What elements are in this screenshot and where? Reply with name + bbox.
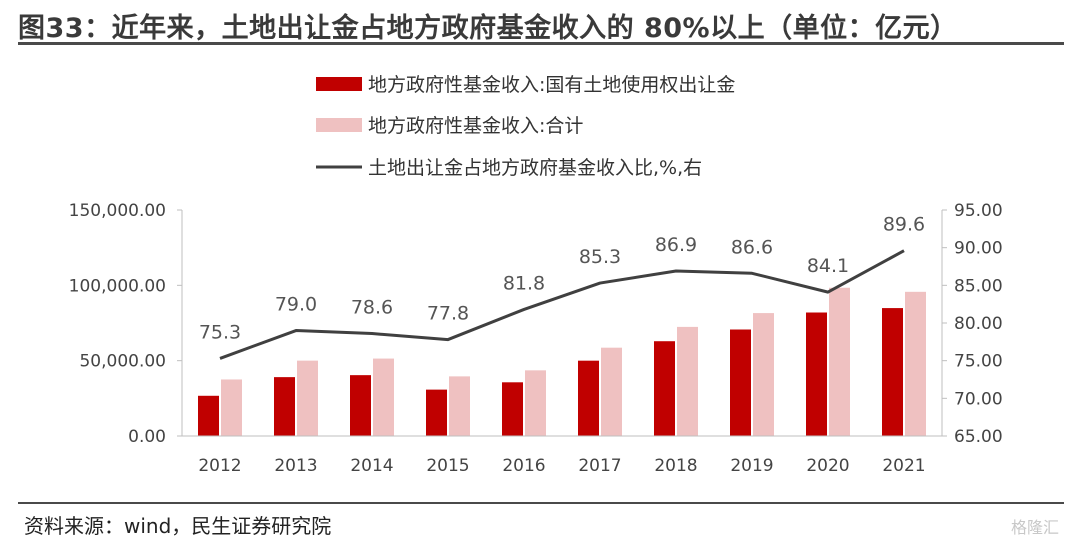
bar-land	[198, 395, 219, 436]
right-tick-label: 95.00	[954, 201, 1003, 221]
right-tick-label: 75.00	[954, 352, 1003, 372]
x-tick-label: 2021	[882, 456, 925, 476]
bar-total	[373, 358, 394, 436]
bar-land	[274, 377, 295, 436]
x-tick-label: 2012	[198, 456, 241, 476]
bar-land	[426, 389, 447, 436]
legend-swatch-total	[316, 118, 362, 132]
bar-total	[297, 360, 318, 436]
ratio-data-label: 75.3	[199, 321, 241, 343]
title-rule	[18, 42, 1064, 45]
x-tick-label: 2018	[654, 456, 697, 476]
bar-land	[578, 360, 599, 436]
bar-total	[525, 370, 546, 436]
left-tick-label: 50,000.00	[79, 352, 166, 372]
ratio-data-label: 86.6	[731, 236, 773, 258]
x-tick-label: 2017	[578, 456, 621, 476]
ratio-data-label: 84.1	[807, 255, 849, 277]
left-tick-label: 150,000.00	[69, 201, 166, 221]
ratio-data-label: 85.3	[579, 246, 621, 268]
source-note: 资料来源：wind，民生证券研究院	[24, 514, 332, 538]
bar-total	[829, 287, 850, 436]
right-tick-label: 65.00	[954, 427, 1003, 447]
watermark-logo: 格隆汇	[1010, 518, 1059, 537]
right-tick-label: 90.00	[954, 239, 1003, 259]
chart-title: 图33：近年来，土地出让金占地方政府基金收入的 80%以上（单位：亿元）	[18, 13, 958, 44]
ratio-data-label: 86.9	[655, 234, 697, 256]
left-tick-label: 100,000.00	[69, 276, 166, 296]
bar-total	[905, 291, 926, 436]
x-tick-label: 2020	[806, 456, 849, 476]
x-tick-label: 2014	[350, 456, 393, 476]
x-tick-label: 2015	[426, 456, 469, 476]
ratio-data-label: 78.6	[351, 297, 393, 319]
right-tick-label: 70.00	[954, 389, 1003, 409]
bar-land	[806, 312, 827, 436]
ratio-data-label: 81.8	[503, 272, 545, 294]
ratio-line	[219, 249, 905, 360]
x-tick-label: 2019	[730, 456, 773, 476]
bar-total	[221, 379, 242, 436]
ratio-line-group: 75.3 79.0 78.6 77.8 81.8 85.3 86.9 86.6 84.1 89.6	[199, 214, 925, 360]
bar-total	[753, 313, 774, 436]
ratio-data-label: 77.8	[427, 303, 469, 325]
bar-total	[601, 347, 622, 436]
legend-label-land: 地方政府性基金收入:国有土地使用权出让金	[368, 74, 735, 96]
ratio-data-label: 89.6	[883, 214, 925, 236]
ratio-data-label: 79.0	[275, 294, 317, 316]
right-tick-label: 80.00	[954, 314, 1003, 334]
legend: 地方政府性基金收入:国有土地使用权出让金地方政府性基金收入:合计土地出让金占地方…	[316, 74, 735, 179]
bar-land	[350, 375, 371, 436]
x-axis: 2012 2013 2014 2015 2016 2017 2018 2019 2020 2021	[182, 435, 942, 476]
right-tick-label: 85.00	[954, 276, 1003, 296]
bar-group	[198, 287, 926, 436]
bar-land	[654, 341, 675, 436]
bar-land	[502, 382, 523, 436]
bar-total	[677, 326, 698, 436]
left-axis: 0.00 50,000.00 100,000.00 150,000.00	[69, 201, 183, 447]
legend-label-total: 地方政府性基金收入:合计	[368, 115, 583, 137]
bar-land	[730, 329, 751, 436]
right-axis: 65.00 70.00 75.00 80.00 85.00 90.00 95.00	[941, 201, 1003, 447]
left-tick-label: 0.00	[128, 427, 166, 447]
bar-land	[882, 308, 903, 436]
x-tick-label: 2013	[274, 456, 317, 476]
legend-swatch-land	[316, 77, 362, 91]
legend-label-ratio: 土地出让金占地方政府基金收入比,%,右	[368, 157, 702, 179]
x-tick-label: 2016	[502, 456, 545, 476]
bar-total	[449, 376, 470, 436]
footer-rule	[18, 502, 1064, 504]
